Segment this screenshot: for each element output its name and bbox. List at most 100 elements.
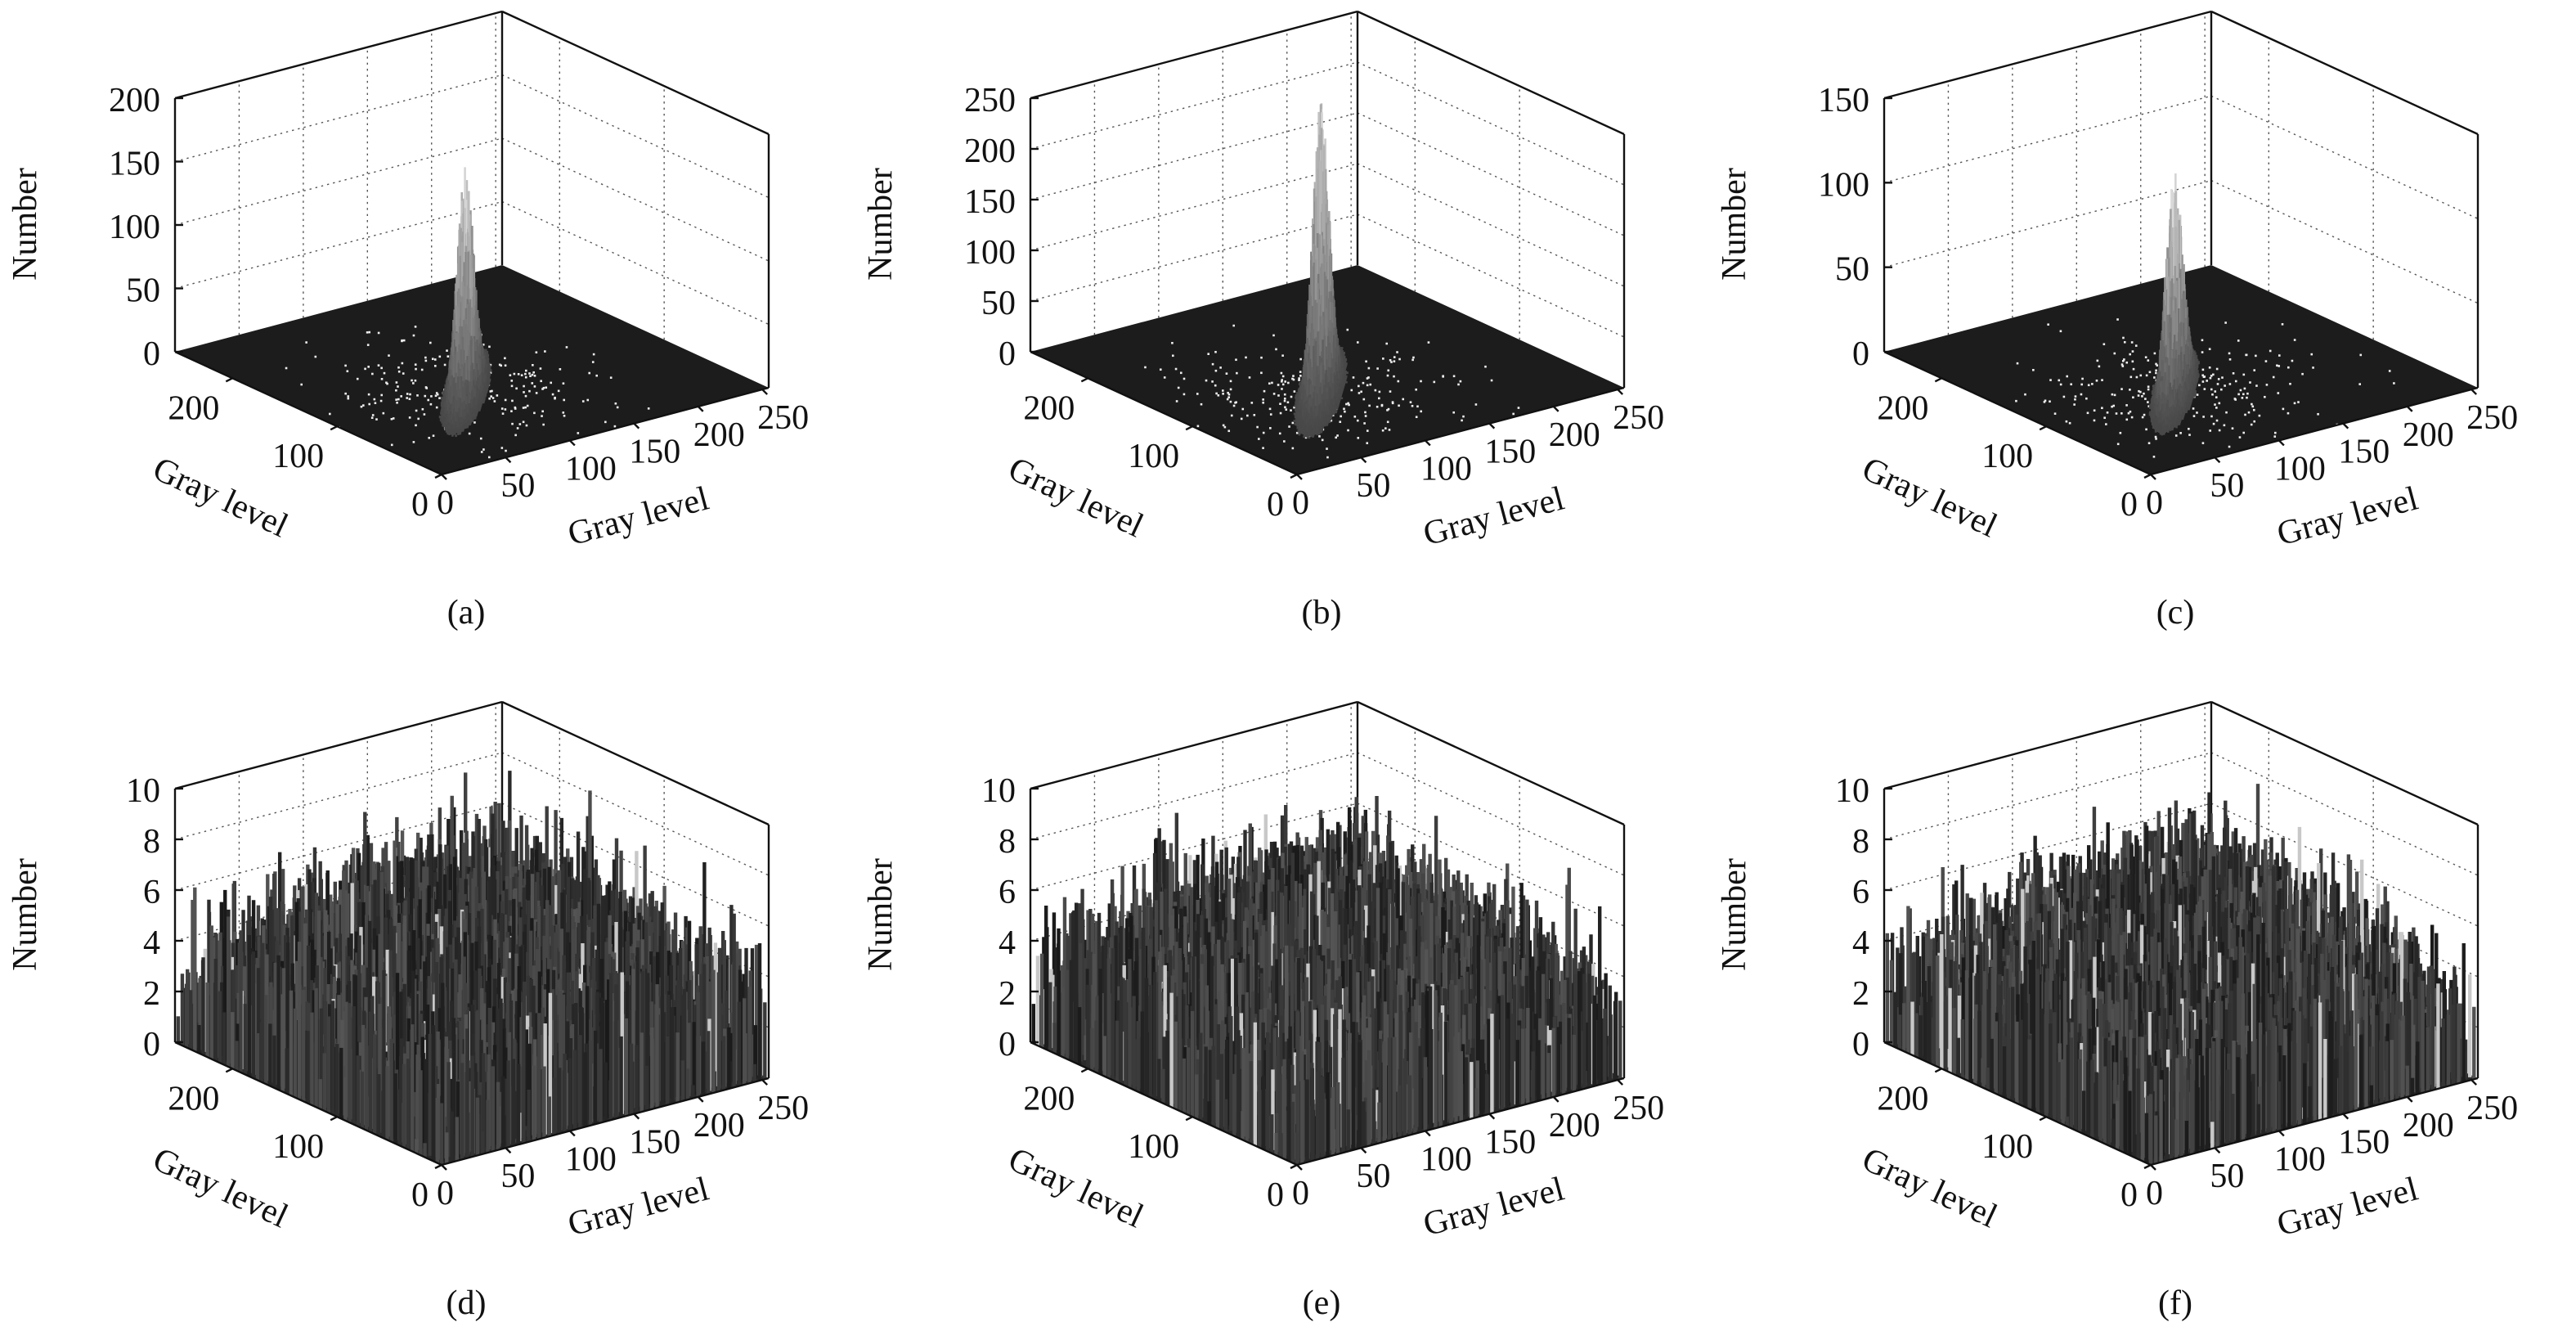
histogram-bar — [1215, 392, 1218, 395]
histogram-bar — [2239, 389, 2242, 392]
histogram-bar — [544, 350, 546, 353]
histogram-bar — [1268, 382, 1271, 385]
histogram-bar — [397, 370, 401, 373]
histogram-bar — [1235, 358, 1237, 362]
histogram-bar — [1295, 431, 1299, 434]
histogram-bar — [1517, 407, 1520, 409]
histogram-bar — [2258, 414, 2261, 417]
histogram-bar — [1347, 402, 1349, 405]
histogram-bar — [529, 375, 532, 378]
histogram-bar — [1412, 356, 1415, 359]
histogram-bar — [2095, 379, 2098, 382]
histogram-bar — [2062, 395, 2066, 398]
histogram-bar — [535, 392, 538, 394]
histogram-bar — [1397, 380, 1400, 383]
histogram-bar — [2301, 372, 2304, 375]
gridline-z — [1030, 112, 1358, 200]
histogram-bar — [2085, 397, 2088, 400]
histogram-bar — [1281, 383, 1285, 386]
histogram-bar — [1172, 354, 1174, 357]
x-tick — [441, 474, 447, 480]
histogram-bar — [541, 410, 544, 413]
histogram-bar — [2153, 352, 2156, 355]
histogram-bar — [2074, 398, 2076, 401]
histogram-bar — [1462, 415, 1465, 418]
histogram-bar — [1415, 416, 1418, 419]
histogram-bar — [1298, 379, 1300, 381]
histogram-bar — [1223, 425, 1227, 429]
histogram-bar — [1364, 415, 1367, 417]
histogram-bar — [2143, 413, 2146, 416]
histogram-bar — [539, 367, 542, 370]
histogram-bar — [2228, 383, 2232, 385]
histogram-bar — [347, 397, 350, 400]
histogram-bar — [438, 397, 441, 399]
z-tick-label: 200 — [964, 133, 1016, 170]
histogram-bar — [510, 384, 514, 388]
gridline-z — [1030, 163, 1358, 251]
histogram-bar — [2049, 400, 2051, 403]
histogram-bar — [2237, 393, 2240, 396]
z-tick-label: 150 — [964, 183, 1016, 221]
histogram-bar — [2393, 382, 2395, 384]
histogram-bar — [390, 443, 393, 447]
histogram-bar — [2201, 351, 2204, 353]
histogram-bar — [1283, 399, 1286, 402]
histogram-bar — [489, 390, 492, 393]
histogram-bar — [2317, 412, 2319, 416]
gridline-z — [501, 137, 770, 262]
histogram-bar — [2247, 411, 2251, 414]
histogram-bar — [2220, 388, 2223, 391]
histogram-bar — [427, 398, 430, 402]
histogram-bar — [380, 366, 383, 370]
histogram-bar — [510, 410, 513, 412]
histogram-bar — [2244, 413, 2246, 416]
panel-label: (b) — [1302, 594, 1342, 632]
histogram-bar — [540, 380, 542, 383]
histogram-bar — [408, 398, 411, 401]
histogram-bar — [285, 366, 288, 370]
histogram-bar — [2201, 374, 2205, 377]
gridline-z — [1357, 112, 1625, 236]
histogram-bar — [2049, 379, 2052, 381]
histogram-bar — [1420, 380, 1422, 383]
y-tick-label: 100 — [1128, 438, 1179, 475]
histogram-bar — [1299, 375, 1302, 377]
histogram-bar — [1357, 341, 1359, 344]
histogram-bar — [1258, 438, 1260, 440]
histogram-bar — [1358, 384, 1360, 388]
x-tick-label: 100 — [565, 450, 617, 488]
histogram-bar — [1512, 412, 1515, 416]
x-tick-label: 200 — [693, 416, 745, 454]
histogram-bar — [367, 366, 370, 368]
histogram-bar — [522, 407, 525, 409]
histogram-bar — [595, 374, 598, 377]
histogram-bar — [1268, 407, 1272, 411]
histogram-bar — [2147, 359, 2150, 362]
histogram-bar — [518, 423, 522, 425]
histogram-bar — [346, 370, 349, 373]
histogram-bar — [1366, 384, 1369, 387]
histogram-bar — [1196, 393, 1199, 395]
histogram-bar — [2145, 428, 2147, 431]
histogram-bar — [2246, 396, 2248, 399]
histogram-bar — [1387, 369, 1390, 372]
histogram-bar — [2129, 353, 2131, 356]
histogram-bar — [1393, 356, 1396, 358]
histogram-bar — [411, 379, 413, 382]
histogram-bar — [524, 394, 527, 398]
gridline-z — [174, 200, 503, 290]
histogram-bar — [1260, 356, 1263, 359]
histogram-bar — [473, 421, 476, 424]
histogram-bar — [1214, 350, 1217, 353]
histogram-bar — [488, 397, 491, 400]
gridline-z — [174, 74, 503, 163]
histogram-bar — [1230, 414, 1233, 417]
histogram-bar — [562, 382, 565, 385]
histogram-bar — [563, 398, 566, 402]
x-tick — [1425, 439, 1431, 447]
histogram-bar — [1253, 414, 1256, 416]
histogram-bar — [511, 399, 514, 402]
histogram-bar — [377, 331, 380, 335]
histogram-bar — [1457, 383, 1460, 386]
